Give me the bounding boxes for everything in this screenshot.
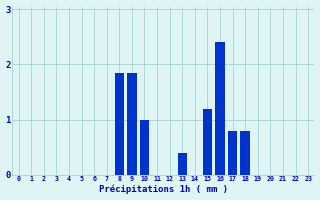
Bar [127,73,137,175]
Bar [115,73,124,175]
Bar [241,131,250,175]
Bar [228,131,237,175]
Bar [140,120,149,175]
Bar [203,109,212,175]
Bar [178,153,187,175]
X-axis label: Précipitations 1h ( mm ): Précipitations 1h ( mm ) [99,185,228,194]
Bar [215,42,225,175]
